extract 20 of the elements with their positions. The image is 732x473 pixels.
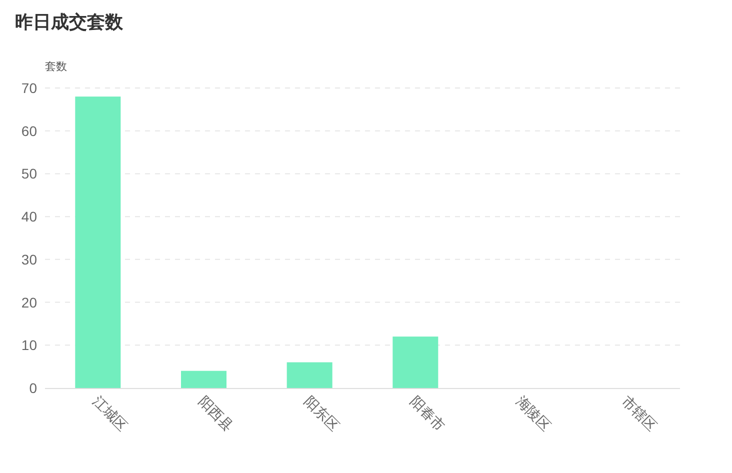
bar (286, 362, 332, 388)
y-tick-label: 50 (21, 166, 38, 182)
bar (75, 96, 121, 388)
x-tick-label: 阳东区 (301, 392, 342, 434)
bar (392, 336, 438, 388)
chart-title: 昨日成交套数 (15, 12, 124, 32)
y-axis-title: 套数 (45, 61, 67, 73)
y-tick-label: 0 (29, 380, 38, 396)
bar (180, 370, 227, 388)
y-tick-label: 70 (21, 80, 38, 96)
y-tick-label: 10 (21, 337, 38, 354)
y-tick-label: 60 (21, 122, 38, 139)
y-tick-label: 40 (21, 208, 38, 225)
x-tick-label: 市辖区 (618, 392, 660, 434)
y-tick-label: 20 (21, 294, 38, 310)
x-tick-label: 江城区 (90, 392, 131, 434)
x-tick-label: 海陵区 (513, 392, 554, 434)
x-tick-label: 阳春市 (407, 392, 448, 434)
y-tick-label: 30 (21, 251, 38, 268)
x-tick-label: 阳西县 (196, 392, 237, 434)
